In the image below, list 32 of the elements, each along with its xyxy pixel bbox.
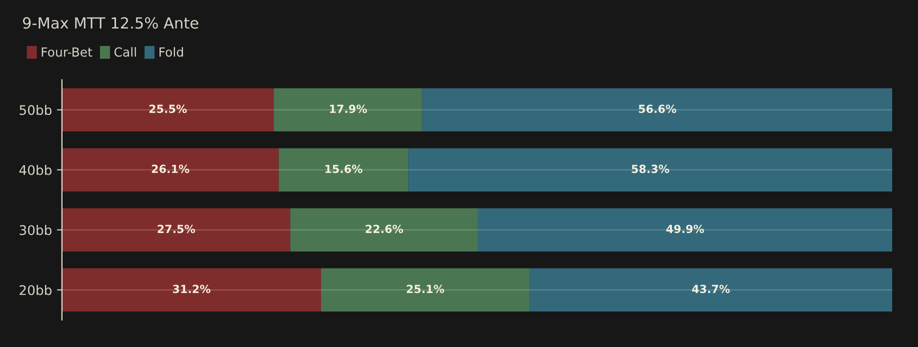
bar xyxy=(274,88,422,132)
data-label: 49.9% xyxy=(666,224,704,234)
data-label: 43.7% xyxy=(692,284,730,294)
bar xyxy=(278,148,408,192)
bar xyxy=(422,88,892,132)
y-tick-label: 30bb xyxy=(20,224,52,236)
y-tick-label: 20bb xyxy=(20,284,52,296)
bar xyxy=(478,208,892,252)
legend-label: Four-Bet xyxy=(42,47,92,57)
bar xyxy=(408,148,892,192)
data-label: 22.6% xyxy=(366,224,404,234)
bar xyxy=(321,268,530,312)
bar xyxy=(529,268,892,312)
data-label: 25.5% xyxy=(149,104,187,114)
bar xyxy=(290,208,478,252)
data-label: 56.6% xyxy=(638,104,676,114)
bar xyxy=(62,88,274,132)
chart-title: 9-Max MTT 12.5% Ante xyxy=(22,17,198,29)
data-label: 26.1% xyxy=(152,164,190,174)
y-tick-label: 40bb xyxy=(19,164,52,176)
legend-label: Call xyxy=(114,47,136,57)
bar xyxy=(62,148,279,192)
bar xyxy=(62,208,290,252)
data-label: 31.2% xyxy=(172,284,210,294)
data-label: 27.5% xyxy=(158,224,196,234)
data-label: 17.9% xyxy=(330,104,367,114)
y-tick-label: 50bb xyxy=(20,104,52,116)
data-label: 15.6% xyxy=(325,164,362,174)
legend-label: Fold xyxy=(160,47,183,57)
data-label: 25.1% xyxy=(406,284,444,294)
data-label: 58.3% xyxy=(632,164,670,174)
bar xyxy=(62,268,322,312)
